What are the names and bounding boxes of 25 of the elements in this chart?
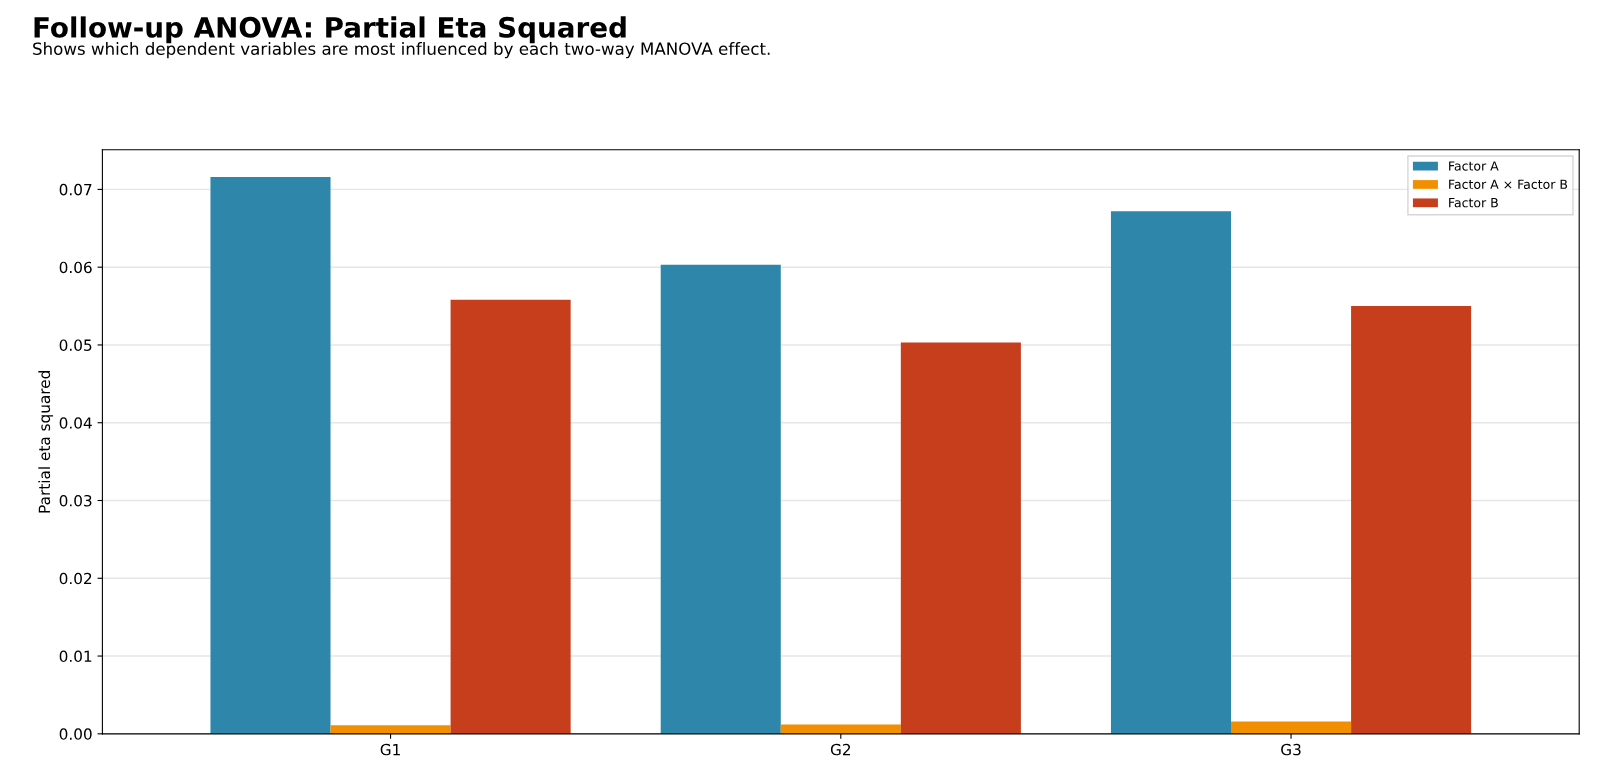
y-tick-label: 0.05 <box>59 339 92 351</box>
bar <box>330 725 451 734</box>
x-tick-label: G3 <box>1281 743 1301 756</box>
x-tick-label: G2 <box>830 743 851 756</box>
legend-label: Factor B <box>1449 198 1498 208</box>
y-tick-label: 0.07 <box>59 183 92 196</box>
bar <box>1351 306 1472 734</box>
y-tick-label: 0.01 <box>59 650 92 663</box>
y-tick-label: 0.00 <box>59 728 92 740</box>
x-tick-label: G1 <box>380 743 400 756</box>
bar <box>1110 211 1232 734</box>
y-axis-title: Partial eta squared <box>38 371 54 513</box>
legend-label: Factor A × Factor B <box>1449 179 1568 190</box>
chart-subtitle: Shows which dependent variables are most influenced by each two-way MANOVA effect. <box>33 42 770 59</box>
bar <box>900 342 1021 734</box>
y-tick-label: 0.06 <box>59 261 92 274</box>
y-tick-label: 0.02 <box>59 572 92 585</box>
bar <box>210 176 331 734</box>
bar <box>780 724 901 734</box>
y-tick-label: 0.03 <box>59 494 92 507</box>
legend-label: Factor A <box>1449 161 1499 171</box>
bar <box>660 264 781 734</box>
y-tick-label: 0.04 <box>59 417 92 429</box>
bar <box>450 299 571 734</box>
bar <box>1231 721 1352 734</box>
